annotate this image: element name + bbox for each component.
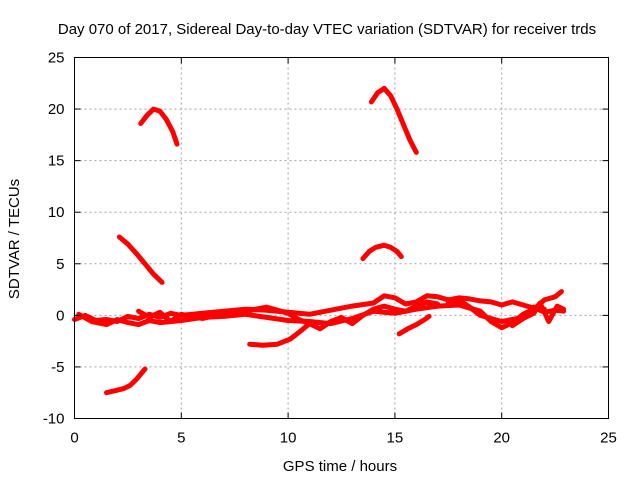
x-tick-label: 20 <box>493 430 510 447</box>
x-tick-label: 15 <box>387 430 404 447</box>
y-tick-label: 5 <box>56 256 64 273</box>
plot-frame <box>74 57 609 419</box>
series-arc-1-high <box>138 106 180 147</box>
series-group <box>72 85 567 396</box>
series-arc-4-mid <box>360 242 404 262</box>
y-tick-label: -10 <box>43 411 65 428</box>
series-band-c <box>136 299 441 332</box>
series-arc-6-neg <box>247 321 312 348</box>
y-tick-label: 15 <box>48 153 65 170</box>
chart-title: Day 070 of 2017, Sidereal Day-to-day VTE… <box>58 21 596 38</box>
series-arc-5-low <box>104 366 148 396</box>
x-axis-label: GPS time / hours <box>283 458 397 475</box>
y-tick-label: 25 <box>48 50 65 67</box>
x-tick-label: 25 <box>600 430 617 447</box>
series-arc-3-mid <box>116 234 165 285</box>
x-tick-label: 0 <box>70 430 78 447</box>
y-axis-label: SDTVAR / TECUs <box>6 179 23 299</box>
y-tick-label: 20 <box>48 101 65 118</box>
y-tick-label: 10 <box>48 204 65 221</box>
series-band-a <box>72 293 547 324</box>
x-tick-label: 5 <box>177 430 185 447</box>
axis-ticks: 0 5 10 15 20 25 -10 -5 0 5 10 15 20 25 <box>43 50 617 447</box>
series-band-b <box>76 289 564 331</box>
y-tick-label: -5 <box>51 359 64 376</box>
series-band-e <box>509 300 567 329</box>
x-tick-label: 10 <box>280 430 297 447</box>
y-tick-label: 0 <box>56 307 64 324</box>
series-arc-7-neg <box>396 313 432 337</box>
series-arc-2-high <box>368 85 419 155</box>
